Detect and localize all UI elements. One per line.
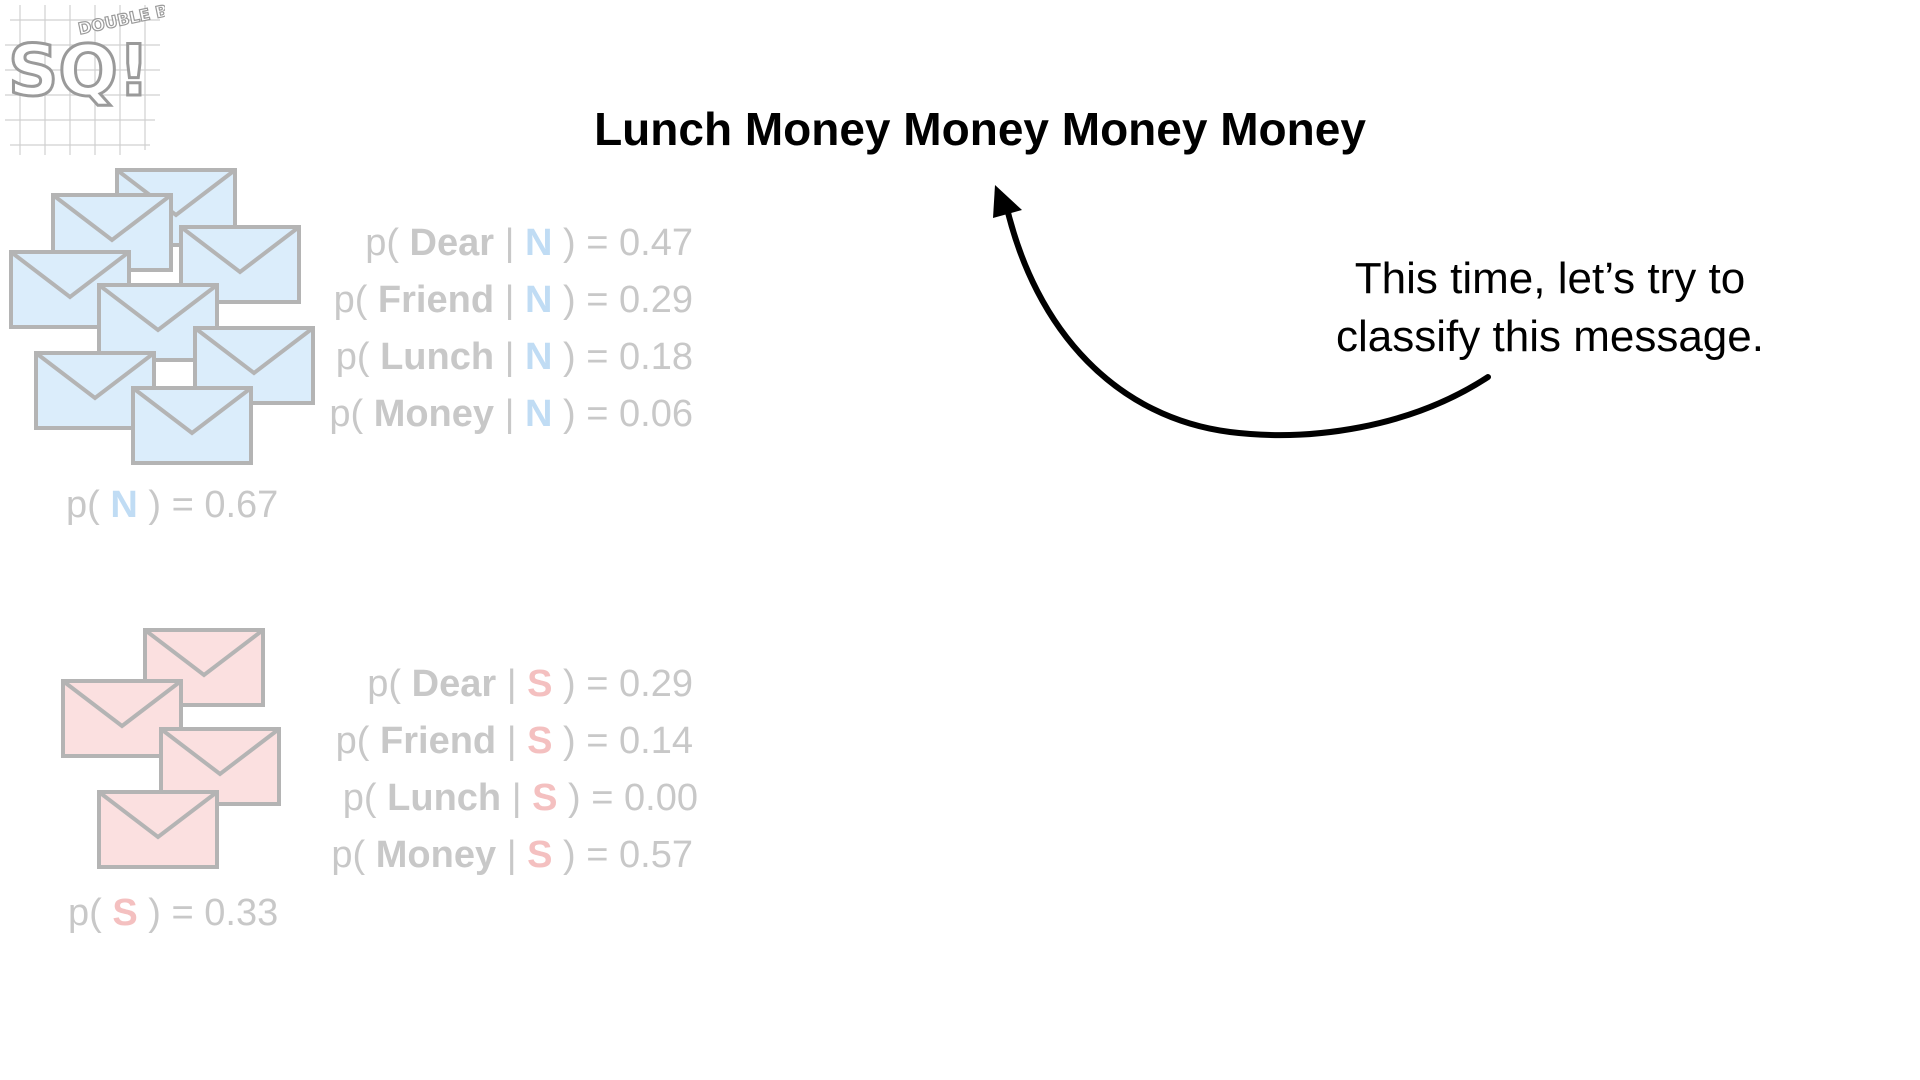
statquest-logo: SQ! DOUBLE BAM!! [5, 0, 165, 155]
curved-arrow-icon [993, 185, 1491, 438]
annotation-line-2: classify this message. [1336, 312, 1764, 361]
logo-letters: SQ! [8, 30, 150, 112]
spam-envelope-stack-icon [61, 628, 281, 869]
normal-envelope-stack-icon [9, 168, 315, 465]
normal-likelihood-lunch: p( Lunch | N ) = 0.18 [335, 336, 693, 378]
spam-likelihood-dear: p( Dear | S ) = 0.29 [367, 663, 693, 705]
normal-likelihood-money: p( Money | N ) = 0.06 [329, 393, 693, 435]
annotation-text: This time, let’s try to classify this me… [1270, 250, 1830, 366]
spam-likelihood-lunch: p( Lunch | S ) = 0.00 [342, 777, 698, 819]
normal-prior: p( N ) = 0.67 [66, 484, 279, 526]
normal-likelihood-dear: p( Dear | N ) = 0.47 [365, 222, 693, 264]
message-title: Lunch Money Money Money Money [594, 103, 1366, 155]
spam-likelihood-money: p( Money | S ) = 0.57 [331, 834, 693, 876]
spam-likelihood-friend: p( Friend | S ) = 0.14 [335, 720, 693, 762]
normal-likelihood-friend: p( Friend | N ) = 0.29 [333, 279, 693, 321]
annotation-line-1: This time, let’s try to [1354, 254, 1746, 303]
spam-prior: p( S ) = 0.33 [68, 892, 279, 934]
